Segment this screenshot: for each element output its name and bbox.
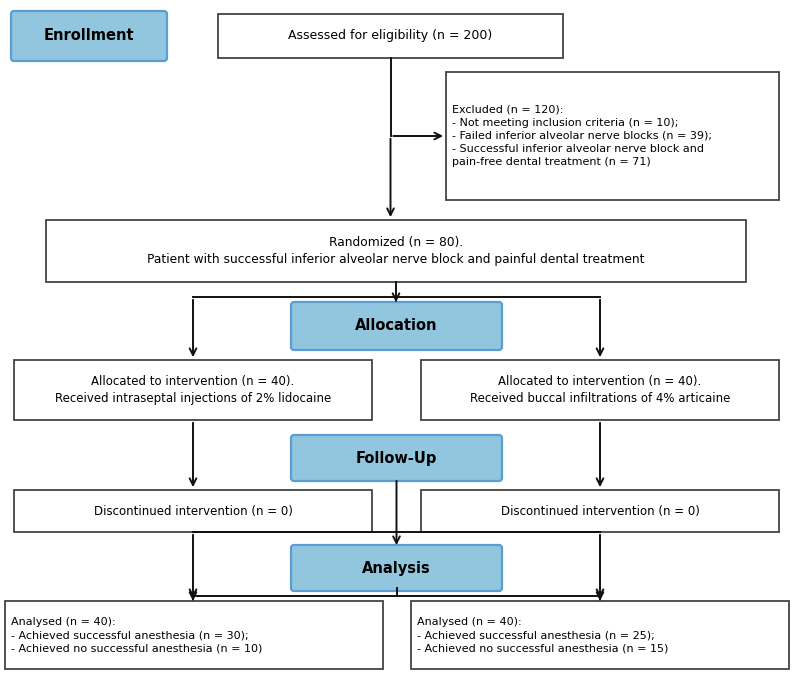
FancyBboxPatch shape bbox=[218, 14, 563, 58]
FancyBboxPatch shape bbox=[446, 72, 779, 200]
FancyBboxPatch shape bbox=[421, 490, 779, 532]
FancyBboxPatch shape bbox=[411, 601, 789, 669]
Text: Allocated to intervention (n = 40).
Received intraseptal injections of 2% lidoca: Allocated to intervention (n = 40). Rece… bbox=[55, 375, 331, 405]
Text: Analysed (n = 40):
- Achieved successful anesthesia (n = 25);
- Achieved no succ: Analysed (n = 40): - Achieved successful… bbox=[417, 617, 668, 653]
Text: Analysed (n = 40):
- Achieved successful anesthesia (n = 30);
- Achieved no succ: Analysed (n = 40): - Achieved successful… bbox=[11, 617, 262, 653]
Text: Discontinued intervention (n = 0): Discontinued intervention (n = 0) bbox=[500, 505, 699, 518]
Text: Allocation: Allocation bbox=[355, 319, 438, 334]
Text: Allocated to intervention (n = 40).
Received buccal infiltrations of 4% articain: Allocated to intervention (n = 40). Rece… bbox=[469, 375, 730, 405]
Text: Randomized (n = 80).
Patient with successful inferior alveolar nerve block and p: Randomized (n = 80). Patient with succes… bbox=[147, 236, 645, 266]
Text: Analysis: Analysis bbox=[362, 561, 431, 576]
Text: Follow-Up: Follow-Up bbox=[356, 450, 437, 466]
FancyBboxPatch shape bbox=[5, 601, 383, 669]
FancyBboxPatch shape bbox=[291, 435, 502, 481]
FancyBboxPatch shape bbox=[291, 302, 502, 350]
FancyBboxPatch shape bbox=[11, 11, 167, 61]
Text: Enrollment: Enrollment bbox=[44, 28, 134, 44]
FancyBboxPatch shape bbox=[14, 490, 372, 532]
FancyBboxPatch shape bbox=[421, 360, 779, 420]
Text: Assessed for eligibility (n = 200): Assessed for eligibility (n = 200) bbox=[289, 30, 492, 42]
Text: Excluded (n = 120):
- Not meeting inclusion criteria (n = 10);
- Failed inferior: Excluded (n = 120): - Not meeting inclus… bbox=[452, 104, 712, 167]
FancyBboxPatch shape bbox=[14, 360, 372, 420]
Text: Discontinued intervention (n = 0): Discontinued intervention (n = 0) bbox=[94, 505, 293, 518]
FancyBboxPatch shape bbox=[46, 220, 746, 282]
FancyBboxPatch shape bbox=[291, 545, 502, 591]
